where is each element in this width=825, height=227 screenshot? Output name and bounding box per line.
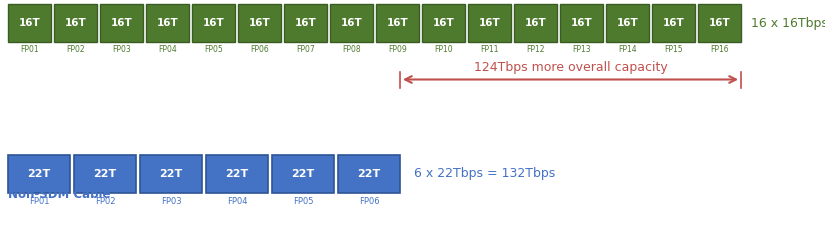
FancyBboxPatch shape (206, 155, 268, 193)
Text: 22T: 22T (225, 169, 248, 179)
Text: 22T: 22T (159, 169, 182, 179)
Text: FP12: FP12 (526, 45, 544, 54)
Text: 16T: 16T (478, 18, 501, 28)
Text: 16T: 16T (64, 18, 87, 28)
Text: FP08: FP08 (342, 45, 361, 54)
Text: 22T: 22T (93, 169, 116, 179)
FancyBboxPatch shape (272, 155, 334, 193)
Text: FP03: FP03 (112, 45, 131, 54)
FancyBboxPatch shape (468, 4, 511, 42)
Text: FP05: FP05 (204, 45, 223, 54)
Text: 16T: 16T (341, 18, 362, 28)
Text: 22T: 22T (27, 169, 50, 179)
FancyBboxPatch shape (146, 4, 189, 42)
Text: FP02: FP02 (95, 197, 116, 206)
Text: FP07: FP07 (296, 45, 315, 54)
Text: 22T: 22T (291, 169, 314, 179)
Text: 16T: 16T (111, 18, 132, 28)
Text: 16 x 16Tbps = 256Tbps: 16 x 16Tbps = 256Tbps (751, 17, 825, 30)
FancyBboxPatch shape (238, 4, 281, 42)
Text: FP09: FP09 (388, 45, 407, 54)
Text: 6 x 22Tbps = 132Tbps: 6 x 22Tbps = 132Tbps (414, 168, 555, 180)
FancyBboxPatch shape (8, 155, 70, 193)
FancyBboxPatch shape (54, 4, 97, 42)
Text: FP10: FP10 (434, 45, 453, 54)
FancyBboxPatch shape (74, 155, 136, 193)
FancyBboxPatch shape (652, 4, 695, 42)
Text: 16T: 16T (432, 18, 455, 28)
Text: FP16: FP16 (710, 45, 728, 54)
Text: 16T: 16T (248, 18, 271, 28)
FancyBboxPatch shape (192, 4, 235, 42)
Text: 16T: 16T (709, 18, 730, 28)
Text: 16T: 16T (571, 18, 592, 28)
FancyBboxPatch shape (422, 4, 465, 42)
FancyBboxPatch shape (140, 155, 202, 193)
Text: 16T: 16T (203, 18, 224, 28)
FancyBboxPatch shape (100, 4, 143, 42)
Text: FP04: FP04 (158, 45, 177, 54)
FancyBboxPatch shape (514, 4, 557, 42)
Text: FP04: FP04 (227, 197, 248, 206)
Text: FP06: FP06 (359, 197, 380, 206)
Text: Non-SDM Cable: Non-SDM Cable (8, 188, 111, 201)
FancyBboxPatch shape (606, 4, 649, 42)
Text: 16T: 16T (616, 18, 639, 28)
Text: FP05: FP05 (293, 197, 314, 206)
Text: FP13: FP13 (573, 45, 591, 54)
Text: 124Tbps more overall capacity: 124Tbps more overall capacity (474, 61, 667, 74)
Text: FP14: FP14 (618, 45, 637, 54)
Text: 16T: 16T (662, 18, 685, 28)
Text: FP01: FP01 (29, 197, 50, 206)
Text: 16T: 16T (387, 18, 408, 28)
FancyBboxPatch shape (376, 4, 419, 42)
FancyBboxPatch shape (560, 4, 603, 42)
FancyBboxPatch shape (330, 4, 373, 42)
Text: FP01: FP01 (20, 45, 39, 54)
Text: FP06: FP06 (250, 45, 269, 54)
FancyBboxPatch shape (698, 4, 741, 42)
FancyBboxPatch shape (284, 4, 327, 42)
Text: 22T: 22T (357, 169, 380, 179)
Text: 16T: 16T (19, 18, 40, 28)
Text: FP11: FP11 (480, 45, 499, 54)
Text: FP03: FP03 (161, 197, 182, 206)
Text: FP15: FP15 (664, 45, 683, 54)
Text: 16T: 16T (157, 18, 178, 28)
FancyBboxPatch shape (8, 4, 51, 42)
Text: 16T: 16T (525, 18, 546, 28)
Text: 16T: 16T (295, 18, 316, 28)
Text: FP02: FP02 (66, 45, 85, 54)
FancyBboxPatch shape (338, 155, 400, 193)
